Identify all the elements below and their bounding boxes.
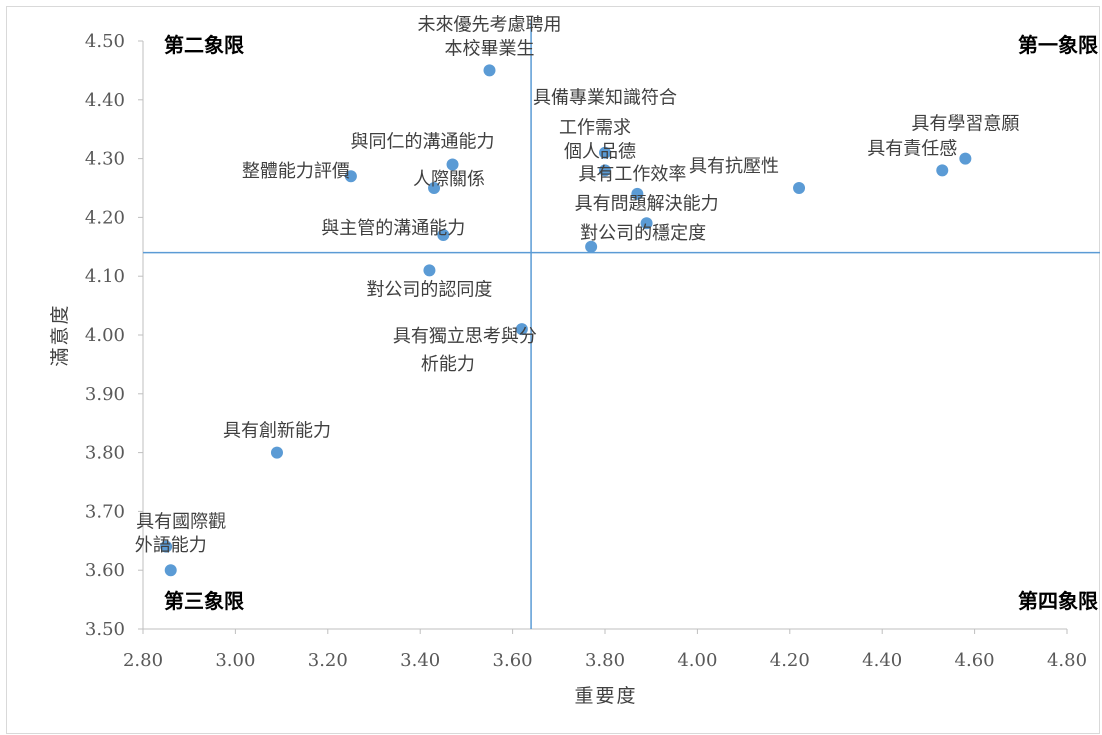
data-label: 整體能力評價 [242,161,350,182]
data-label: 與主管的溝通能力 [321,218,465,239]
y-axis-title: 滿意度 [49,303,71,366]
data-label: 具有學習意願 [911,114,1019,135]
data-point [640,217,653,230]
x-tick-label: 3.40 [400,650,440,671]
y-tick-labels: 3.50 3.60 3.70 3.80 3.90 4.00 4.10 4.20 4.30 4.40… [85,31,143,640]
data-label: 人際關係 [413,169,485,190]
x-tick-label: 3.20 [308,650,348,671]
data-point [270,446,283,459]
data-label: 與同仁的溝通能力 [351,131,495,152]
data-point [483,64,496,77]
data-label: 具有問題解決能力 [575,193,719,214]
y-tick-label: 4.50 [85,31,125,52]
x-axis-title: 重要度 [574,685,637,707]
data-point [585,240,598,253]
data-label: 具有創新能力 [223,421,331,442]
data-label: 析能力 [421,354,475,375]
y-tick-label: 4.10 [85,266,125,287]
data-label: 具有抗壓性 [689,156,779,177]
data-label: 具有工作效率 [578,164,686,185]
y-tick-label: 4.30 [85,149,125,170]
data-label: 具有責任感 [867,138,957,159]
data-label: 工作需求 [559,118,631,139]
x-tick-label: 4.20 [770,650,810,671]
data-point [423,264,436,277]
y-tick-label: 4.00 [85,325,125,346]
data-point [164,564,177,577]
data-point [959,152,972,165]
data-label: 對公司的穩定度 [580,223,706,244]
quadrant-label-fourth: 第四象限 [1018,589,1098,613]
data-label: 具有獨立思考與分 [393,326,537,347]
data-points [160,64,972,577]
y-tick-label: 3.50 [85,619,125,640]
x-tick-labels: 2.80 3.00 3.20 3.40 3.60 3.80 4.00 4.20 4.40 4.60… [123,629,1087,671]
x-tick-label: 4.60 [955,650,995,671]
data-label: 具備專業知識符合 [533,88,677,109]
data-point [437,229,450,242]
data-label: 對公司的認同度 [366,279,492,300]
data-point [936,164,949,177]
x-tick-label: 4.40 [862,650,902,671]
x-tick-label: 2.80 [123,650,163,671]
data-point [793,182,806,194]
quadrant-label-second: 第二象限 [164,33,244,57]
chart-frame [6,6,1100,734]
x-tick-label: 3.60 [493,650,533,671]
quadrant-label-first: 第一象限 [1018,33,1098,57]
data-label: 本校畢業生 [445,38,535,59]
data-label: 個人品德 [564,141,636,162]
data-point [160,540,173,553]
y-tick-label: 4.40 [85,90,125,111]
quadrant-labels: 第一象限 第二象限 第三象限 第四象限 [164,33,1098,613]
y-tick-label: 3.60 [85,560,125,581]
x-tick-label: 4.00 [677,650,717,671]
y-tick-label: 3.90 [85,384,125,405]
data-label: 具有國際觀 [136,512,226,533]
data-point [344,170,357,183]
y-tick-label: 4.20 [85,207,125,228]
data-point [599,146,611,159]
data-point [446,158,459,171]
x-tick-label: 3.80 [585,650,625,671]
data-label: 外語能力 [135,535,207,556]
data-point [428,182,441,194]
x-tick-label: 3.00 [215,650,255,671]
data-label: 未來優先考慮聘用 [418,14,562,35]
data-point [515,323,528,336]
y-tick-label: 3.80 [85,443,125,464]
y-tick-label: 3.70 [85,501,125,522]
x-tick-label: 4.80 [1047,650,1087,671]
data-point [599,164,611,177]
data-point [631,187,644,200]
quadrant-label-third: 第三象限 [164,589,244,613]
reference-lines [143,21,1100,629]
